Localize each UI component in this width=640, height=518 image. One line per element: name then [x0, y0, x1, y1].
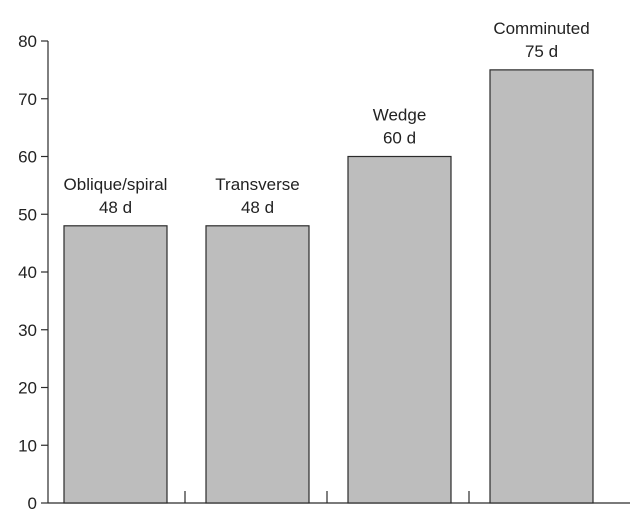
bar-3 [347, 155, 452, 504]
bar-category-label: Oblique/spiral [64, 175, 168, 194]
bar-value-label: 75 d [525, 42, 558, 61]
y-tick-label: 70 [18, 90, 37, 109]
y-tick-label: 40 [18, 263, 37, 282]
bar-category-label: Wedge [373, 106, 427, 125]
bar-value-label: 48 d [99, 198, 132, 217]
y-tick-label: 60 [18, 148, 37, 167]
bar-value-label: 60 d [383, 129, 416, 148]
y-tick-label: 0 [28, 494, 37, 513]
y-tick-label: 50 [18, 205, 37, 224]
bar-labels: Oblique/spiral 48 d Transverse 48 d Wedge 60 … [64, 19, 590, 217]
axes: 0 10 20 30 40 50 60 70 80 [18, 32, 630, 513]
bar-1 [63, 225, 168, 504]
y-tick-label: 20 [18, 379, 37, 398]
y-tick-label: 10 [18, 436, 37, 455]
y-tick-label: 80 [18, 32, 37, 51]
bar-4 [489, 69, 594, 504]
bars [63, 69, 594, 504]
bar-value-label: 48 d [241, 198, 274, 217]
bar-category-label: Transverse [215, 175, 299, 194]
bar-category-label: Comminuted [493, 19, 589, 38]
y-tick-label: 30 [18, 321, 37, 340]
bar-2 [205, 225, 310, 504]
